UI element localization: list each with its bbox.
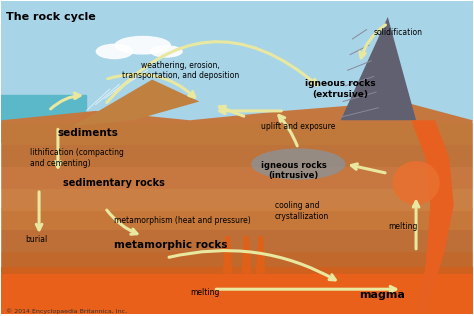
FancyArrowPatch shape bbox=[219, 108, 282, 114]
Text: weathering, erosion,
transportation, and deposition: weathering, erosion, transportation, and… bbox=[122, 60, 239, 80]
FancyArrowPatch shape bbox=[169, 251, 335, 280]
FancyArrowPatch shape bbox=[219, 106, 244, 116]
FancyArrowPatch shape bbox=[413, 202, 419, 249]
Ellipse shape bbox=[115, 36, 171, 55]
Polygon shape bbox=[1, 252, 473, 274]
FancyArrowPatch shape bbox=[279, 115, 297, 146]
Text: melting: melting bbox=[190, 288, 219, 297]
Polygon shape bbox=[1, 167, 473, 189]
FancyArrowPatch shape bbox=[55, 129, 61, 167]
Text: The rock cycle: The rock cycle bbox=[6, 12, 96, 22]
FancyArrowPatch shape bbox=[107, 210, 137, 234]
Text: igneous rocks
(intrusive): igneous rocks (intrusive) bbox=[261, 161, 327, 180]
Polygon shape bbox=[1, 123, 473, 145]
Text: © 2014 Encyclopaedia Britannica, Inc.: © 2014 Encyclopaedia Britannica, Inc. bbox=[6, 308, 127, 314]
Polygon shape bbox=[1, 101, 473, 314]
Ellipse shape bbox=[96, 44, 133, 59]
Polygon shape bbox=[1, 189, 473, 211]
Polygon shape bbox=[256, 236, 265, 274]
FancyArrowPatch shape bbox=[107, 42, 317, 102]
Polygon shape bbox=[1, 267, 473, 314]
Polygon shape bbox=[242, 236, 251, 274]
Polygon shape bbox=[341, 17, 416, 120]
Polygon shape bbox=[1, 230, 473, 252]
Text: solidification: solidification bbox=[374, 28, 423, 37]
Text: cooling and
crystallization: cooling and crystallization bbox=[275, 201, 329, 221]
FancyArrowPatch shape bbox=[351, 164, 385, 173]
Polygon shape bbox=[1, 208, 473, 230]
Text: metamorphic rocks: metamorphic rocks bbox=[115, 240, 228, 250]
Text: uplift and exposure: uplift and exposure bbox=[261, 122, 335, 131]
Ellipse shape bbox=[392, 161, 439, 205]
Ellipse shape bbox=[251, 149, 346, 180]
Text: lithification (compacting
and cementing): lithification (compacting and cementing) bbox=[30, 148, 124, 167]
Text: magma: magma bbox=[359, 290, 405, 301]
Text: sedimentary rocks: sedimentary rocks bbox=[63, 178, 164, 188]
Polygon shape bbox=[223, 236, 232, 274]
FancyArrowPatch shape bbox=[360, 25, 385, 58]
Text: melting: melting bbox=[388, 222, 417, 231]
FancyArrowPatch shape bbox=[36, 192, 42, 230]
Bar bbox=[1, 95, 86, 142]
Text: burial: burial bbox=[25, 235, 47, 244]
Text: sediments: sediments bbox=[58, 128, 119, 138]
Text: metamorphism (heat and pressure): metamorphism (heat and pressure) bbox=[115, 216, 251, 225]
Polygon shape bbox=[407, 120, 454, 314]
Text: igneous rocks
(extrusive): igneous rocks (extrusive) bbox=[305, 79, 376, 99]
Bar bbox=[1, 1, 473, 120]
Polygon shape bbox=[1, 145, 473, 167]
Ellipse shape bbox=[150, 45, 183, 58]
Polygon shape bbox=[72, 80, 199, 126]
